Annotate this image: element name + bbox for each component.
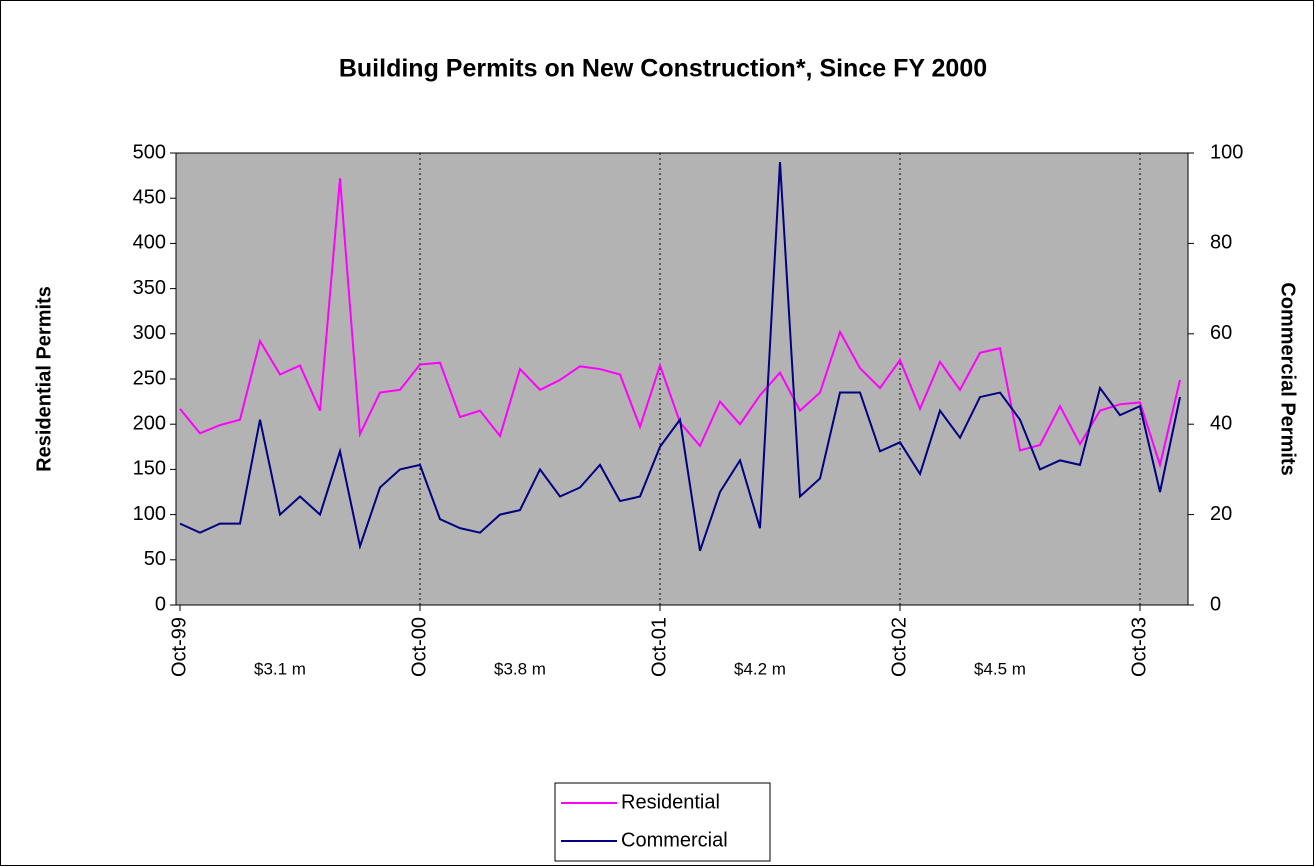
legend-label: Residential xyxy=(621,791,720,813)
y2-tick-label: 100 xyxy=(1210,141,1243,163)
annotation: $4.2 m xyxy=(734,659,786,678)
x-tick-label: Oct-00 xyxy=(408,617,430,677)
x-tick-label: Oct-03 xyxy=(1128,617,1150,677)
y2-tick-label: 40 xyxy=(1210,412,1232,434)
chart-title: Building Permits on New Construction*, S… xyxy=(339,55,987,83)
y2-axis-title: Commercial Permits xyxy=(1277,282,1299,475)
x-tick-label: Oct-99 xyxy=(168,617,190,677)
y-tick-label: 500 xyxy=(133,141,166,163)
x-tick-label: Oct-02 xyxy=(888,617,910,677)
y-tick-label: 200 xyxy=(133,412,166,434)
y-tick-label: 0 xyxy=(155,593,166,615)
y-tick-label: 100 xyxy=(133,503,166,525)
annotation: $3.8 m xyxy=(494,659,546,678)
y2-tick-label: 20 xyxy=(1210,503,1232,525)
y-axis-title: Residential Permits xyxy=(33,286,55,472)
legend-label: Commercial xyxy=(621,829,728,851)
y-tick-label: 50 xyxy=(144,548,166,570)
annotation: $3.1 m xyxy=(254,659,306,678)
y-tick-label: 250 xyxy=(133,367,166,389)
y-tick-label: 350 xyxy=(133,277,166,299)
legend-box xyxy=(554,782,771,862)
y-tick-label: 150 xyxy=(133,458,166,480)
y2-tick-label: 60 xyxy=(1210,322,1232,344)
plot-area xyxy=(175,152,1189,606)
annotation: $4.5 m xyxy=(974,659,1026,678)
y-tick-label: 450 xyxy=(133,186,166,208)
y-tick-label: 400 xyxy=(133,232,166,254)
line-series xyxy=(179,161,1181,552)
y2-tick-label: 0 xyxy=(1210,593,1221,615)
y2-tick-label: 80 xyxy=(1210,232,1232,254)
x-tick-label: Oct-01 xyxy=(648,617,670,677)
y-tick-label: 300 xyxy=(133,322,166,344)
